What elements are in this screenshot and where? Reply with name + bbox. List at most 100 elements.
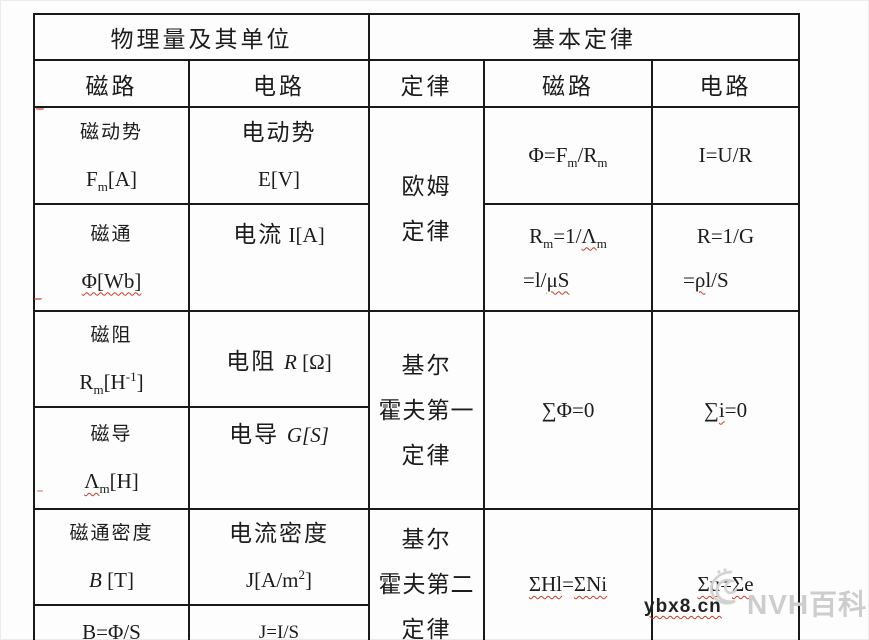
row-density-formulas: B=Φ/S J=I/S [33, 604, 799, 640]
mmf-sym-sub: m [97, 178, 108, 194]
header-law-magnetic: 磁路 [483, 59, 653, 108]
rm-p1: R [529, 223, 544, 248]
header-law: 定律 [368, 59, 485, 108]
reluctance-symbol: Rm[H-1] [36, 359, 187, 405]
conductance-symbol-it: G[S] [286, 423, 329, 447]
cell-kvl-magnetic: ΣHl=ΣNi [483, 508, 653, 640]
header-quantities-group: 物理量及其单位 [33, 13, 370, 61]
kvl-line2: 霍夫第二 [378, 572, 475, 597]
perm-sub: m [99, 481, 110, 497]
rm-p2: =1/ [553, 223, 582, 248]
cell-resistance: 电阻 R [Ω] [188, 310, 370, 408]
cell-current: 电流 I[A] [188, 203, 370, 312]
cd-sup: 2 [298, 567, 305, 582]
current-density-name: 电流密度 [229, 521, 329, 546]
emf-name: 电动势 [241, 119, 317, 145]
r2-p1: = [683, 267, 695, 292]
spellcheck-mark [34, 294, 42, 300]
mmf-sym-unit: [A] [107, 166, 137, 191]
fd-unit: [T] [101, 568, 134, 592]
cell-reluctance-formula: Rm=1/Λm =l/μS [483, 203, 653, 312]
perm-base: Λ [84, 469, 100, 493]
ohm-mag-s2: m [597, 155, 608, 171]
reluctance-name: 磁阻 [90, 325, 133, 346]
rel-base: R [79, 370, 94, 394]
current-density-symbol: J[A/m2] [191, 557, 367, 603]
rm-sq-base: Λ [581, 223, 597, 248]
header-law-electric: 电路 [651, 59, 800, 108]
kvl-mag-sq1: ΣHl [528, 572, 563, 596]
cell-resistance-formula: R=1/G =ρl/S [651, 203, 800, 312]
header-group-row: 物理量及其单位 基本定律 [33, 13, 800, 61]
emf-symbol: E[V] [258, 166, 300, 191]
row-mmf-emf: 磁动势 Fm[A] 电动势 E[V] 欧姆 定律 Φ=Fm/Rm I=U/R [33, 106, 800, 312]
current-name: 电流 [233, 222, 284, 247]
cell-kcl-electric: ∑i=0 [651, 310, 800, 510]
kvl-mag-sq2: ΣNi [573, 572, 608, 596]
watermark-site-text: ybx8.cn [644, 596, 722, 617]
resistance-symbol-it: R [284, 350, 297, 374]
rm-squiggled: Λm [581, 223, 607, 251]
permeance-squiggled: Λm [84, 469, 110, 497]
ohm-mag-s1: m [567, 155, 578, 171]
r2-squiggled: ρ [694, 267, 706, 292]
kcl-el-p1: ∑ [703, 397, 719, 422]
kcl-line2: 霍夫第一 [378, 397, 475, 423]
header-magnetic: 磁路 [33, 59, 190, 108]
cell-flux: 磁通 Φ[Wb] [33, 203, 190, 312]
cell-kirchhoff1-law: 基尔 霍夫第一 定律 [368, 310, 485, 510]
kvl-mag-eq: = [562, 572, 574, 596]
row-reluctance-resistance: 磁阻 Rm[H-1] 电阻 R [Ω] 基尔 霍夫第一 定律 ∑Φ=0 ∑i=0 [33, 310, 800, 510]
fd-symbol-it: B [89, 568, 102, 592]
mmf-sym-base: F [86, 166, 98, 191]
reluctance-formula-line2: =l/μS [486, 258, 650, 302]
mmf-symbol: Fm[A] [36, 156, 187, 203]
kvl-el-sq2: Σe [732, 572, 754, 596]
resistance-unit: [Ω] [296, 350, 332, 374]
flux-symbol: Φ[Wb] [36, 258, 187, 305]
rel-sub: m [93, 382, 104, 398]
row-flux-current: 磁通 Φ[Wb] 电流 I[A] Rm=1/Λm =l/μS R=1/G =ρl… [33, 203, 800, 312]
perm-unit: [H] [109, 469, 139, 493]
rm2-p1: =l/ [523, 267, 547, 292]
cell-permeance: 磁导 Λm[H] [33, 406, 190, 510]
rm2-squiggled: μS [546, 267, 570, 292]
cell-flux-density: 磁通密度 B [T] [33, 508, 190, 606]
watermark-brand-text: NVH百科 [747, 589, 868, 620]
header-laws-group: 基本定律 [368, 13, 800, 61]
row-density: 磁通密度 B [T] 电流密度 J[A/m2] 基尔 霍夫第二 定律 ΣHl=Σ… [33, 508, 800, 640]
ohm-law-line2: 定律 [401, 219, 452, 244]
cd-open: J[A/m [245, 568, 299, 592]
rel-unit-close: ] [136, 370, 144, 394]
rm-sq-sub: m [596, 235, 607, 251]
conductance-name: 电导 [229, 422, 287, 447]
current-symbol: I[A] [283, 223, 325, 247]
cell-b-formula: B=Φ/S [33, 604, 190, 640]
header-electric: 电路 [188, 59, 370, 108]
ohm-mag-p1: Φ=F [528, 143, 568, 167]
kvl-line1: 基尔 [401, 527, 452, 552]
cell-kcl-magnetic: ∑Φ=0 [483, 310, 653, 510]
spellcheck-mark [36, 486, 44, 492]
r2-p2: l/S [705, 267, 729, 292]
header-column-row: 磁路 电路 定律 磁路 电路 [33, 59, 800, 108]
rel-unit-open: [H [103, 370, 126, 394]
flux-density-symbol: B [T] [36, 557, 187, 603]
reluctance-formula-line1: Rm=1/Λm [486, 214, 650, 258]
flux-symbol-text: Φ[Wb] [81, 268, 142, 293]
cell-ohm-magnetic: Φ=Fm/Rm [483, 106, 653, 205]
permeance-name: 磁导 [90, 424, 133, 445]
rm-s1: m [543, 235, 554, 251]
watermark-swirl-icon [710, 568, 738, 605]
resistance-formula-line2: =ρl/S [654, 258, 797, 302]
kcl-el-p2: =0 [724, 397, 748, 422]
kcl-line3: 定律 [401, 442, 452, 468]
resistance-name: 电阻 [226, 349, 285, 374]
spellcheck-mark [36, 104, 44, 110]
cell-mmf: 磁动势 Fm[A] [33, 106, 190, 205]
mmf-name: 磁动势 [79, 121, 143, 143]
kcl-line1: 基尔 [401, 352, 452, 378]
permeance-symbol: Λm[H] [36, 458, 187, 505]
resistance-formula-line1: R=1/G [696, 223, 755, 248]
